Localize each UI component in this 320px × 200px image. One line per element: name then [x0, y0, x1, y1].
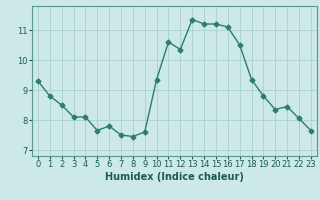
X-axis label: Humidex (Indice chaleur): Humidex (Indice chaleur) [105, 172, 244, 182]
